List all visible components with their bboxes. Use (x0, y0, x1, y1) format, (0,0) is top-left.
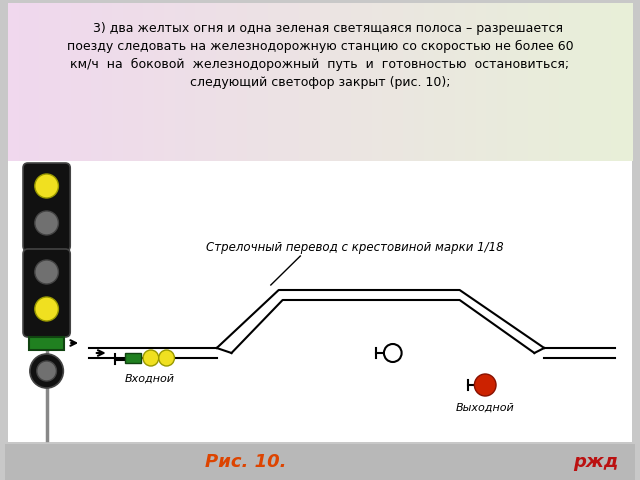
Bar (372, 3, 383, 161)
Bar (559, 3, 570, 161)
Bar (570, 3, 580, 161)
Bar (362, 3, 373, 161)
Bar (403, 3, 415, 161)
Bar (424, 3, 435, 161)
Text: поезду следовать на железнодорожную станцию со скоростью не более 60: поезду следовать на железнодорожную стан… (67, 40, 573, 53)
Circle shape (384, 344, 402, 362)
Bar (185, 3, 196, 161)
Bar (517, 3, 529, 161)
Bar (133, 3, 145, 161)
Bar (476, 3, 487, 161)
Bar (143, 3, 155, 161)
Text: Выходной: Выходной (456, 403, 515, 413)
FancyBboxPatch shape (23, 249, 70, 337)
Bar (278, 3, 290, 161)
Bar (40, 3, 51, 161)
Bar (247, 3, 259, 161)
Bar (258, 3, 269, 161)
Text: Рис. 10.: Рис. 10. (205, 453, 287, 471)
Circle shape (35, 174, 58, 198)
Bar (237, 3, 248, 161)
Bar (227, 3, 238, 161)
Bar (548, 3, 560, 161)
Bar (216, 3, 227, 161)
Circle shape (35, 297, 58, 321)
Bar (70, 3, 82, 161)
Bar (5, 444, 635, 480)
Bar (289, 3, 300, 161)
Bar (164, 3, 175, 161)
Bar (102, 3, 113, 161)
Bar (465, 3, 477, 161)
Circle shape (143, 350, 159, 366)
Bar (92, 3, 103, 161)
Bar (268, 3, 280, 161)
Bar (600, 3, 612, 161)
Bar (320, 3, 332, 161)
Bar (497, 3, 508, 161)
Bar (340, 3, 352, 161)
Text: ржд: ржд (573, 453, 618, 471)
Bar (19, 3, 30, 161)
Bar (29, 337, 64, 350)
Bar (393, 3, 404, 161)
Bar (205, 3, 217, 161)
Circle shape (30, 354, 63, 388)
Bar (611, 3, 622, 161)
Bar (528, 3, 539, 161)
Bar (300, 3, 310, 161)
Bar (8, 161, 632, 442)
Bar (621, 3, 633, 161)
Bar (60, 3, 72, 161)
Bar (123, 3, 134, 161)
Bar (29, 3, 40, 161)
Text: Стрелочный перевод с крестовиной марки 1/18: Стрелочный перевод с крестовиной марки 1… (205, 241, 503, 254)
Bar (382, 3, 394, 161)
Circle shape (35, 211, 58, 235)
FancyBboxPatch shape (23, 163, 70, 251)
Bar (112, 3, 124, 161)
Text: 3) два желтых огня и одна зеленая светящаяся полоса – разрешается: 3) два желтых огня и одна зеленая светящ… (77, 22, 563, 35)
Bar (154, 3, 165, 161)
Bar (125, 353, 141, 363)
Bar (435, 3, 445, 161)
Circle shape (35, 260, 58, 284)
Circle shape (36, 361, 56, 381)
Circle shape (159, 350, 175, 366)
Text: км/ч  на  боковой  железнодорожный  путь  и  готовностью  остановиться;: км/ч на боковой железнодорожный путь и г… (70, 58, 570, 71)
Bar (310, 3, 321, 161)
Bar (507, 3, 518, 161)
Bar (8, 3, 632, 161)
Bar (175, 3, 186, 161)
Text: следующий светофор закрыт (рис. 10);: следующий светофор закрыт (рис. 10); (189, 76, 451, 89)
Text: Входной: Входной (125, 374, 175, 384)
Bar (81, 3, 92, 161)
Bar (486, 3, 498, 161)
Bar (580, 3, 591, 161)
Bar (445, 3, 456, 161)
Bar (590, 3, 602, 161)
Bar (8, 3, 20, 161)
Bar (538, 3, 550, 161)
Bar (413, 3, 425, 161)
Bar (50, 3, 61, 161)
Bar (330, 3, 342, 161)
Bar (351, 3, 362, 161)
Bar (455, 3, 467, 161)
Circle shape (474, 374, 496, 396)
Bar (195, 3, 207, 161)
